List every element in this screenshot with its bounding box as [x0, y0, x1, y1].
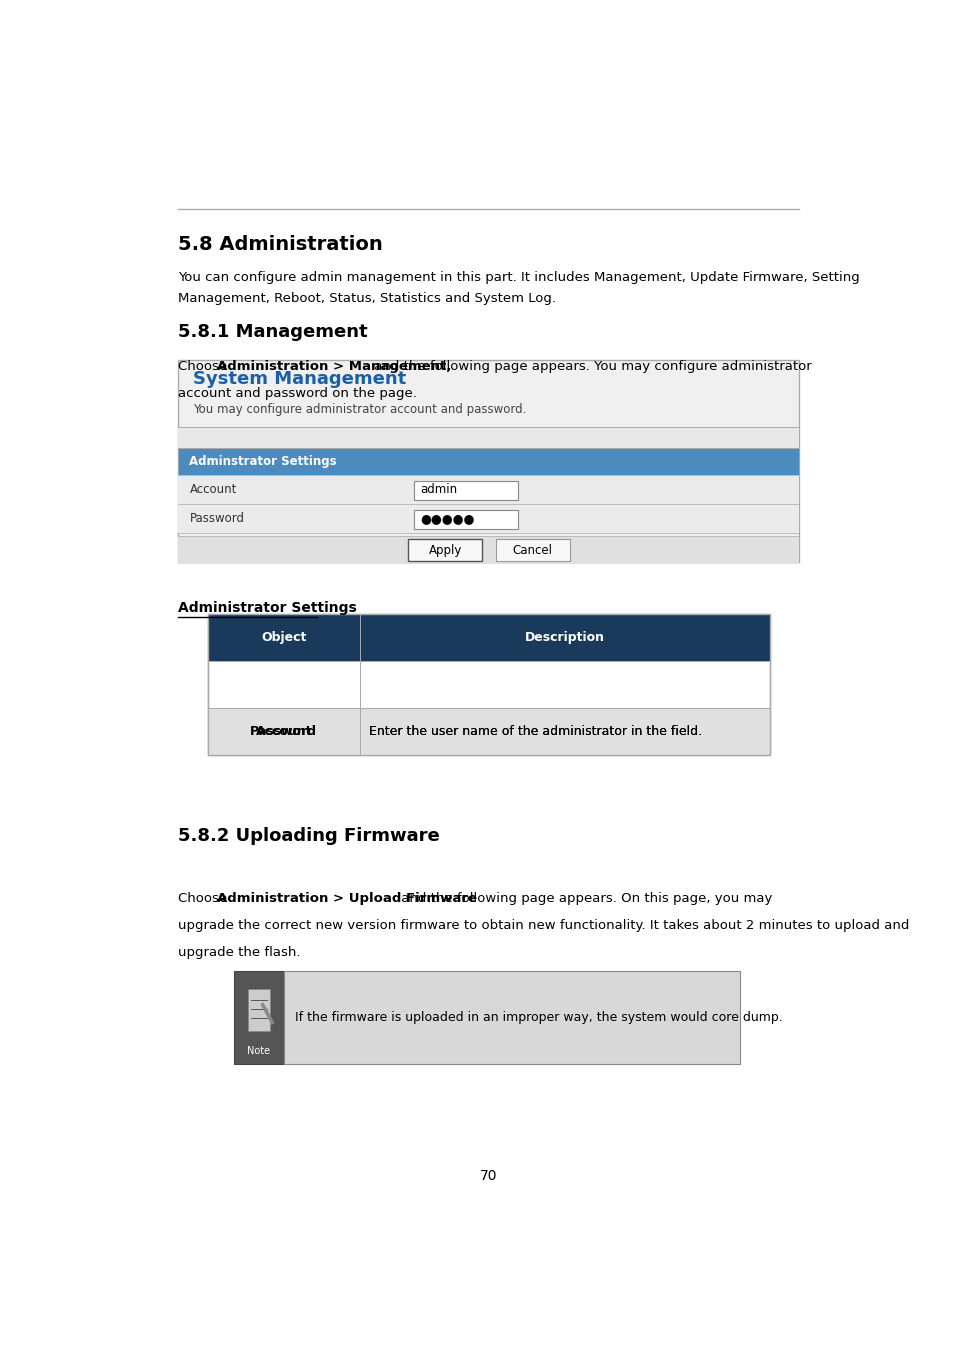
Bar — [408, 540, 482, 562]
Bar — [208, 707, 769, 755]
Bar — [178, 504, 799, 533]
Text: admin: admin — [420, 483, 456, 495]
Text: You can configure admin management in this part. It includes Management, Update : You can configure admin management in th… — [178, 271, 860, 305]
Text: Administration > Management,: Administration > Management, — [216, 359, 451, 373]
Bar — [414, 481, 517, 500]
Text: Description: Description — [524, 630, 604, 644]
Text: ●●●●●: ●●●●● — [420, 512, 475, 525]
Bar — [208, 614, 769, 755]
Bar — [178, 448, 799, 475]
Bar — [414, 510, 517, 529]
Text: System Management: System Management — [193, 370, 406, 387]
Text: 5.8.1 Management: 5.8.1 Management — [178, 323, 368, 342]
Text: If the firmware is uploaded in an improper way, the system would core dump.: If the firmware is uploaded in an improp… — [294, 1011, 782, 1025]
Text: Password: Password — [250, 725, 317, 737]
Bar — [178, 536, 799, 564]
Text: Password: Password — [190, 512, 244, 525]
Text: Cancel: Cancel — [512, 544, 552, 556]
Text: You may configure administrator account and password.: You may configure administrator account … — [193, 404, 526, 416]
Bar — [284, 971, 740, 1064]
Bar — [233, 971, 284, 1064]
Text: Administration > Upload Firmware: Administration > Upload Firmware — [216, 892, 477, 904]
Text: and the following page appears. You may configure administrator: and the following page appears. You may … — [370, 359, 811, 373]
Text: 5.8 Administration: 5.8 Administration — [178, 235, 383, 254]
Text: 70: 70 — [479, 1169, 497, 1183]
Text: Administrator Settings: Administrator Settings — [178, 601, 356, 614]
Text: Apply: Apply — [428, 544, 461, 556]
Bar — [178, 359, 799, 562]
Text: upgrade the flash.: upgrade the flash. — [178, 946, 300, 958]
Bar — [208, 614, 769, 755]
Text: Account: Account — [255, 725, 312, 737]
Bar — [208, 707, 769, 755]
Text: and the following page appears. On this page, you may: and the following page appears. On this … — [396, 892, 771, 904]
Text: Choose: Choose — [178, 359, 232, 373]
Text: Object: Object — [261, 630, 306, 644]
Text: Account: Account — [190, 483, 236, 495]
Text: upgrade the correct new version firmware to obtain new functionality. It takes a: upgrade the correct new version firmware… — [178, 919, 909, 931]
Bar — [178, 427, 799, 448]
Bar — [248, 990, 270, 1031]
Text: Choose: Choose — [178, 892, 232, 904]
Text: Enter the user name of the administrator in the field.: Enter the user name of the administrator… — [368, 725, 701, 737]
Bar — [208, 614, 769, 662]
Bar — [495, 540, 569, 562]
Text: Enter the user name of the administrator in the field.: Enter the user name of the administrator… — [368, 725, 701, 737]
Bar — [178, 475, 799, 504]
Text: account and password on the page.: account and password on the page. — [178, 386, 416, 400]
Text: Adminstrator Settings: Adminstrator Settings — [190, 455, 336, 468]
Text: Note: Note — [247, 1046, 271, 1056]
Text: 5.8.2 Uploading Firmware: 5.8.2 Uploading Firmware — [178, 828, 439, 845]
